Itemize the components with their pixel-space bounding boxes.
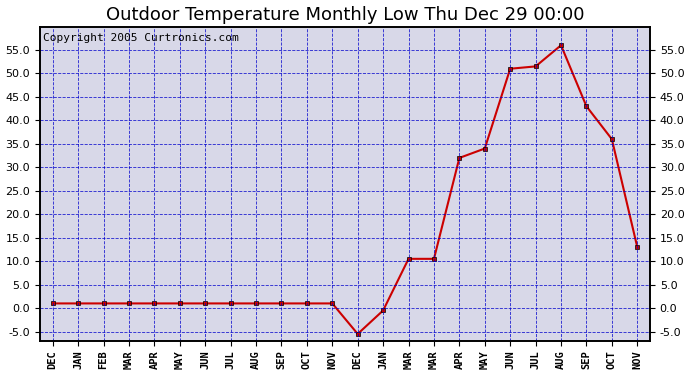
Title: Outdoor Temperature Monthly Low Thu Dec 29 00:00: Outdoor Temperature Monthly Low Thu Dec … (106, 6, 584, 24)
Text: Copyright 2005 Curtronics.com: Copyright 2005 Curtronics.com (43, 33, 239, 43)
